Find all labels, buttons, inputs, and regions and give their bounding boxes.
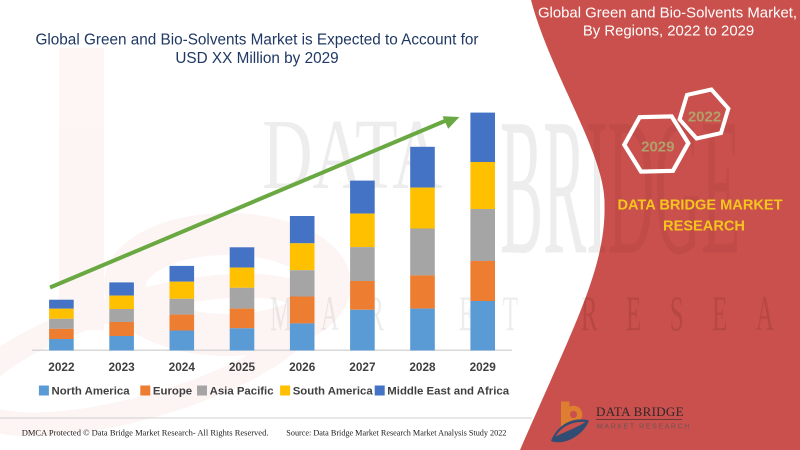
- svg-text:2024: 2024: [169, 360, 196, 374]
- svg-text:By Regions, 2022 to 2029: By Regions, 2022 to 2029: [583, 24, 754, 40]
- svg-text:2025: 2025: [229, 360, 256, 374]
- svg-text:Global Green and Bio-Solvents: Global Green and Bio-Solvents Market is …: [36, 32, 479, 49]
- svg-text:DMCA Protected © Data Bridge M: DMCA Protected © Data Bridge Market Rese…: [22, 428, 269, 438]
- svg-text:Asia Pacific: Asia Pacific: [210, 386, 274, 398]
- svg-text:RESEARCH: RESEARCH: [663, 219, 745, 235]
- svg-text:2026: 2026: [289, 360, 316, 374]
- svg-text:2023: 2023: [108, 360, 135, 374]
- svg-text:Global Green and Bio-Solvents: Global Green and Bio-Solvents Market,: [538, 6, 797, 22]
- svg-text:Europe: Europe: [153, 386, 192, 398]
- svg-text:DATA BRIDGE: DATA BRIDGE: [596, 404, 684, 419]
- svg-text:2022: 2022: [688, 108, 721, 125]
- svg-text:2022: 2022: [48, 360, 75, 374]
- svg-text:Middle East and Africa: Middle East and Africa: [387, 386, 509, 398]
- svg-text:DATA BRIDGE MARKET: DATA BRIDGE MARKET: [617, 198, 782, 214]
- svg-text:USD XX Million by 2029: USD XX Million by 2029: [175, 50, 338, 67]
- svg-text:North America: North America: [52, 386, 131, 398]
- svg-text:South America: South America: [293, 386, 374, 398]
- svg-text:2027: 2027: [349, 360, 376, 374]
- svg-text:2028: 2028: [409, 360, 436, 374]
- svg-text:MARKET RESEARCH: MARKET RESEARCH: [597, 424, 691, 431]
- svg-text:2029: 2029: [470, 360, 497, 374]
- svg-text:2029: 2029: [641, 138, 674, 155]
- svg-text:Source: Data Bridge Market Res: Source: Data Bridge Market Research Mark…: [286, 429, 506, 438]
